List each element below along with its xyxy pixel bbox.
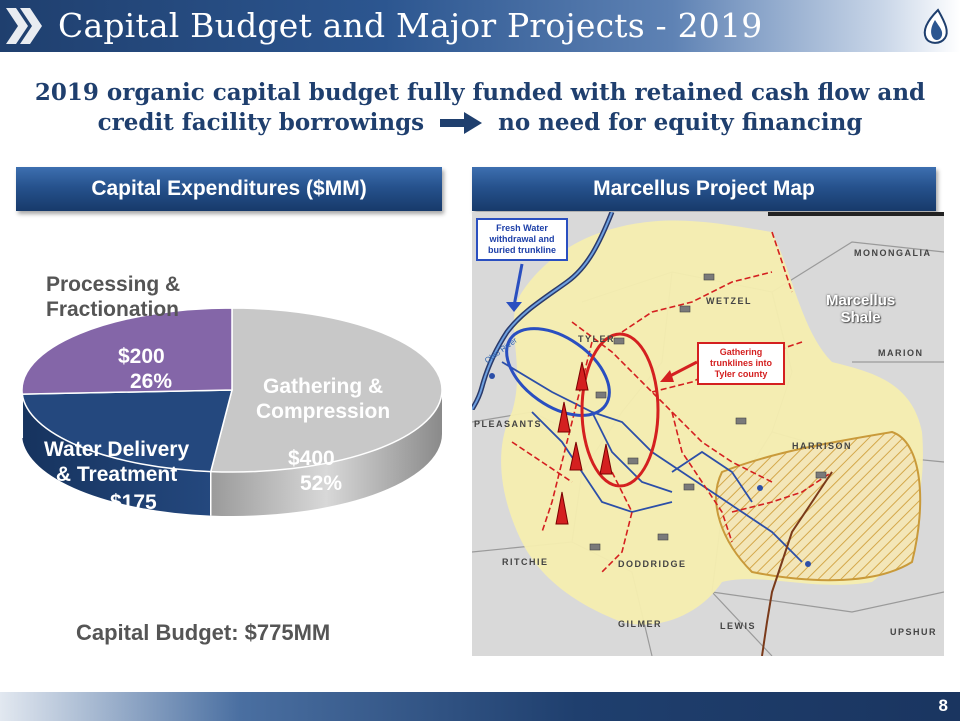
slice-label-gathering-line2: Compression xyxy=(256,400,391,423)
slice-value-water: $175 22% xyxy=(110,490,166,540)
pie-top xyxy=(21,307,443,473)
slice-label-processing-line1: Processing & xyxy=(46,273,181,296)
arrow-right-icon xyxy=(440,112,483,134)
gathering-arrow xyxy=(667,360,698,379)
site-markers xyxy=(555,361,613,525)
brown-trunkline xyxy=(761,471,833,656)
fresh-callout-line2: withdrawal and xyxy=(489,234,555,244)
slice-label-water-line1: Water Delivery xyxy=(44,438,190,461)
county-label-monongalia: MONONGALIA xyxy=(854,248,932,258)
slide-title: Capital Budget and Major Projects - 2019 xyxy=(58,6,763,45)
capex-pie-chart xyxy=(21,307,443,516)
slice-label-water-line2: & Treatment xyxy=(55,463,178,486)
title-bar: Capital Budget and Major Projects - 2019 xyxy=(0,0,960,52)
facility-markers xyxy=(589,273,827,551)
shale-label-line2: Shale xyxy=(840,309,881,326)
page-number: 8 xyxy=(938,696,948,715)
fresh-water-arrow xyxy=(512,263,524,307)
county-label-doddridge: DODDRIDGE xyxy=(618,559,687,569)
gathering-callout-line2: trunklines into xyxy=(709,358,772,368)
slice-label-gathering-line1: Gathering & xyxy=(263,375,384,398)
map-panel-header: Marcellus Project Map xyxy=(472,167,936,211)
slice-value-processing-amount: $200 xyxy=(118,345,165,368)
slice-value-processing: $200 26% xyxy=(118,344,172,394)
chevron-right-icon xyxy=(6,8,42,44)
gathering-highlight xyxy=(580,332,660,488)
fresh-water-callout: Fresh Water withdrawal and buried trunkl… xyxy=(476,218,568,261)
slice-value-gathering-amount: $400 xyxy=(288,447,335,470)
pie-slice-processing xyxy=(21,307,233,395)
pie-slice-water xyxy=(21,389,233,473)
county-label-tyler: TYLER xyxy=(578,334,616,344)
slice-value-water-amount: $175 xyxy=(110,491,157,514)
subtitle-line-2-left: credit facility borrowings xyxy=(97,109,425,136)
footer-bar xyxy=(0,692,960,721)
slice-label-processing-line2: Fractionation xyxy=(46,298,180,321)
water-pipelines xyxy=(501,361,803,563)
slide-subtitle: 2019 organic capital budget fully funded… xyxy=(0,78,960,138)
slice-value-gathering-percent: 52% xyxy=(300,472,343,495)
slice-label-gathering: Gathering & Compression xyxy=(256,374,390,424)
county-label-ritchie: RITCHIE xyxy=(502,557,549,567)
gathering-callout: Gathering trunklines into Tyler county xyxy=(697,342,785,385)
marcellus-shale-label: Marcellus Shale xyxy=(826,292,895,326)
marcellus-project-map xyxy=(472,212,944,656)
slice-value-water-percent: 22% xyxy=(124,516,167,539)
county-label-pleasants: PLEASANTS xyxy=(474,419,543,429)
subtitle-line-2: credit facility borrowings no need for e… xyxy=(98,108,863,138)
capex-panel-header: Capital Expenditures ($MM) xyxy=(16,167,442,211)
pie-depth xyxy=(21,390,442,516)
slice-label-water: Water Delivery & Treatment xyxy=(44,437,189,487)
company-logo-icon xyxy=(923,8,948,44)
slice-value-processing-percent: 26% xyxy=(130,370,173,393)
hatched-area xyxy=(715,430,922,582)
gathering-callout-line1: Gathering xyxy=(719,347,763,357)
slice-value-gathering: $400 52% xyxy=(288,446,342,496)
subtitle-line-2-right: no need for equity financing xyxy=(498,109,863,136)
pie-side-water xyxy=(22,394,211,516)
county-label-wetzel: WETZEL xyxy=(706,296,752,306)
fresh-callout-line1: Fresh Water xyxy=(496,223,548,233)
pie-slice-gathering xyxy=(209,307,443,473)
slice-label-processing: Processing & Fractionation xyxy=(46,272,180,322)
county-label-upshur: UPSHUR xyxy=(890,627,938,637)
county-label-lewis: LEWIS xyxy=(720,621,756,631)
capital-budget-total: Capital Budget: $775MM xyxy=(76,620,331,645)
county-label-harrison: HARRISON xyxy=(792,441,853,451)
county-label-gilmer: GILMER xyxy=(618,619,662,629)
county-label-marion: MARION xyxy=(878,348,924,358)
subtitle-line-1: 2019 organic capital budget fully funded… xyxy=(34,79,926,106)
fresh-callout-line3: buried trunkline xyxy=(487,245,556,255)
shale-label-line1: Marcellus xyxy=(826,292,896,309)
gathering-callout-line3: Tyler county xyxy=(714,369,768,379)
fresh-water-highlight xyxy=(505,327,611,417)
pie-side-gathering xyxy=(210,390,442,516)
